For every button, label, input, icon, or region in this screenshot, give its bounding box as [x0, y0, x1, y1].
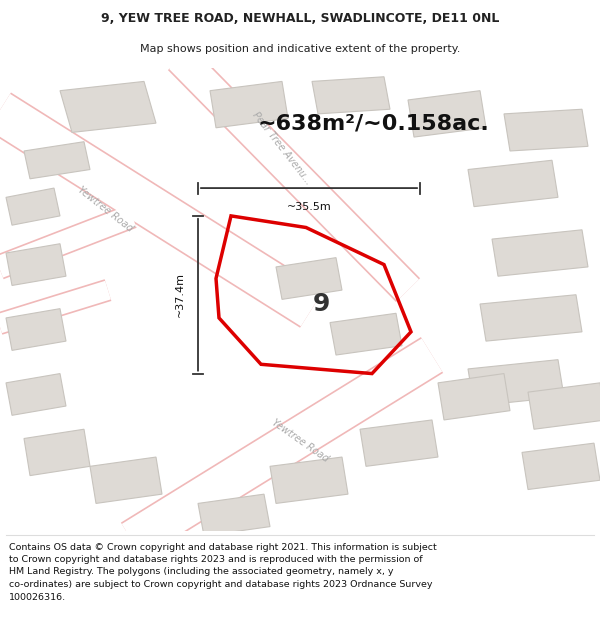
- Polygon shape: [504, 109, 588, 151]
- Polygon shape: [408, 91, 486, 137]
- Polygon shape: [480, 295, 582, 341]
- Polygon shape: [210, 81, 288, 127]
- Text: 9: 9: [313, 292, 329, 316]
- Polygon shape: [468, 160, 558, 207]
- Polygon shape: [468, 359, 564, 406]
- Polygon shape: [276, 258, 342, 299]
- Text: ~638m²/~0.158ac.: ~638m²/~0.158ac.: [258, 113, 490, 133]
- Text: ~35.5m: ~35.5m: [287, 202, 331, 212]
- Text: Contains OS data © Crown copyright and database right 2021. This information is : Contains OS data © Crown copyright and d…: [9, 542, 437, 601]
- Polygon shape: [6, 244, 66, 286]
- Polygon shape: [6, 309, 66, 351]
- Polygon shape: [312, 77, 390, 114]
- Text: ~37.4m: ~37.4m: [175, 272, 185, 318]
- Text: Yewtree Road: Yewtree Road: [270, 418, 330, 464]
- Polygon shape: [6, 188, 60, 225]
- Polygon shape: [492, 230, 588, 276]
- Polygon shape: [330, 313, 402, 355]
- Polygon shape: [6, 374, 66, 415]
- Text: Map shows position and indicative extent of the property.: Map shows position and indicative extent…: [140, 44, 460, 54]
- Polygon shape: [198, 494, 270, 536]
- Polygon shape: [24, 429, 90, 476]
- Polygon shape: [522, 443, 600, 489]
- Polygon shape: [90, 457, 162, 503]
- Text: Yewtree Road: Yewtree Road: [76, 184, 134, 234]
- Polygon shape: [270, 457, 348, 503]
- Text: 9, YEW TREE ROAD, NEWHALL, SWADLINCOTE, DE11 0NL: 9, YEW TREE ROAD, NEWHALL, SWADLINCOTE, …: [101, 12, 499, 25]
- Polygon shape: [24, 142, 90, 179]
- Polygon shape: [528, 383, 600, 429]
- Polygon shape: [360, 420, 438, 466]
- Polygon shape: [438, 374, 510, 420]
- Polygon shape: [60, 81, 156, 132]
- Text: Pear Tree Avenu...: Pear Tree Avenu...: [251, 111, 313, 187]
